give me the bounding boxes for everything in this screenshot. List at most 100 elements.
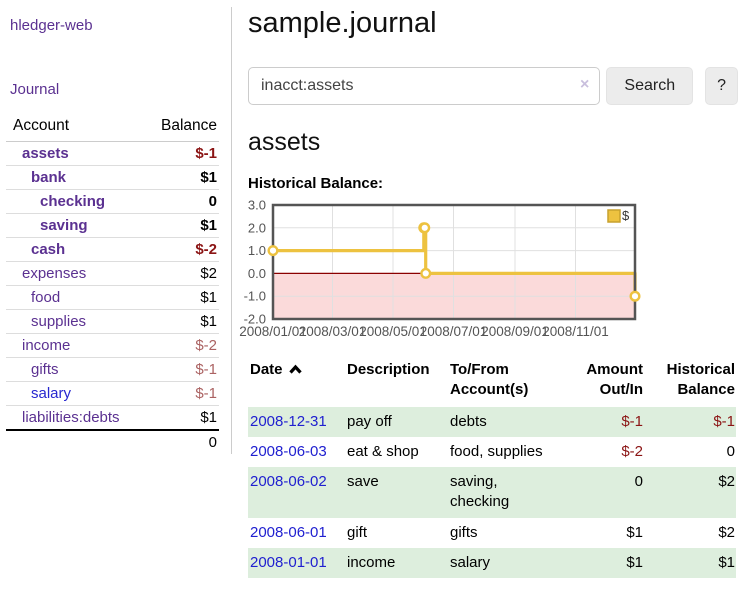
svg-text:3.0: 3.0: [248, 198, 266, 213]
register-header-row: Date Description To/From Account(s) Amount …: [248, 358, 736, 407]
column-header-label: Date: [250, 361, 283, 378]
transaction-accounts: food, supplies: [450, 442, 543, 460]
transaction-date-link[interactable]: 2008-01-01: [250, 553, 327, 571]
transaction-accounts: gifts: [450, 523, 478, 541]
chart-title: Historical Balance:: [248, 175, 384, 192]
account-link[interactable]: saving: [40, 217, 88, 234]
transaction-description: gift: [347, 523, 368, 541]
account-balance: $-1: [195, 145, 217, 162]
transaction-amount: 0: [634, 473, 643, 490]
account-row: liabilities:debts $1: [6, 405, 219, 430]
account-row: assets $-1: [6, 142, 219, 166]
svg-text:2008/03/01: 2008/03/01: [299, 324, 367, 339]
accounts-total-row: 0: [6, 429, 219, 454]
transaction-date-link[interactable]: 2008-06-01: [250, 523, 327, 541]
transaction-description: pay off: [347, 412, 392, 430]
page-title: sample.journal: [248, 7, 437, 39]
svg-text:-1.0: -1.0: [244, 289, 266, 304]
search-form: × Search ?: [248, 67, 738, 105]
transaction-row: 2008-12-31 pay off debts $-1 $-1: [248, 406, 736, 437]
account-link[interactable]: cash: [31, 241, 66, 258]
account-link[interactable]: expenses: [22, 265, 87, 282]
account-link[interactable]: salary: [31, 385, 72, 402]
transaction-row: 2008-06-02 save saving, checking 0 $2: [248, 467, 736, 518]
sidebar-nav: Journal: [10, 81, 231, 99]
search-button[interactable]: Search: [606, 67, 694, 105]
account-link[interactable]: gifts: [31, 361, 59, 378]
transaction-balance: $2: [718, 523, 735, 541]
account-balance: $-1: [141, 381, 219, 406]
search-box: ×: [248, 67, 601, 105]
transaction-accounts: debts: [450, 412, 487, 430]
column-header-description: Description: [345, 358, 448, 407]
column-header-to-from-account-s: To/From Account(s): [448, 358, 558, 407]
account-balance: $1: [141, 213, 219, 238]
transaction-accounts: salary: [450, 553, 491, 571]
svg-text:0.0: 0.0: [248, 266, 266, 281]
account-balance: $1: [141, 285, 219, 310]
account-link[interactable]: checking: [40, 193, 106, 210]
account-balance: $-1: [141, 357, 219, 382]
column-header-date[interactable]: Date: [248, 358, 345, 407]
transaction-amount: $1: [626, 553, 643, 571]
account-row: checking 0: [6, 189, 219, 214]
column-header-label: Historical Balance: [666, 361, 735, 399]
column-header-historical-balance: Historical Balance: [644, 358, 736, 407]
main-content: sample.journal × Search ? assets Histori…: [239, 7, 738, 578]
transaction-row: 2008-01-01 income salary $1 $1: [248, 547, 736, 578]
svg-text:2008/05/01: 2008/05/01: [359, 324, 427, 339]
transaction-balance: $2: [718, 473, 735, 490]
accounts-table: Account Balance assets $-1 bank $1 checking 0…: [6, 114, 219, 454]
transaction-amount: $-2: [621, 442, 643, 460]
account-link[interactable]: liabilities:debts: [22, 409, 120, 426]
help-button[interactable]: ?: [705, 67, 738, 105]
nav-journal-link[interactable]: Journal: [10, 81, 60, 98]
register-table: Date Description To/From Account(s) Amount …: [248, 358, 736, 578]
accounts-header-account: Account: [6, 114, 142, 142]
transaction-description: income: [347, 553, 396, 571]
account-balance: $1: [141, 309, 219, 334]
account-row: bank $1: [6, 165, 219, 190]
account-row: gifts $-1: [6, 357, 219, 382]
accounts-header-balance: Balance: [141, 114, 219, 142]
column-header-label: To/From Account(s): [450, 361, 529, 399]
clear-search-icon[interactable]: ×: [580, 76, 590, 93]
svg-text:2008/09/01: 2008/09/01: [481, 324, 549, 339]
transaction-balance: $-1: [713, 412, 735, 430]
transaction-row: 2008-06-01 gift gifts $1 $2: [248, 518, 736, 548]
svg-text:2008/11/01: 2008/11/01: [542, 324, 609, 339]
account-link[interactable]: income: [22, 337, 71, 354]
transaction-description: eat & shop: [347, 442, 419, 460]
account-balance: $1: [141, 405, 219, 430]
account-balance: $-2: [141, 333, 219, 358]
svg-text:2.0: 2.0: [248, 220, 266, 235]
account-row: cash $-2: [6, 237, 219, 262]
account-heading: assets: [248, 128, 321, 156]
transaction-amount: $1: [626, 523, 643, 541]
transaction-date-link[interactable]: 2008-06-02: [250, 473, 327, 490]
column-header-amount-out-in: Amount Out/In: [558, 358, 644, 407]
account-link[interactable]: supplies: [31, 313, 87, 330]
accounts-total-value: 0: [141, 429, 219, 454]
svg-text:1.0: 1.0: [248, 243, 266, 258]
transaction-balance: $1: [718, 553, 735, 571]
account-balance: 0: [141, 189, 219, 214]
transaction-date-link[interactable]: 2008-12-31: [250, 412, 327, 430]
transaction-description: save: [347, 473, 379, 490]
app-title-link[interactable]: hledger-web: [10, 17, 93, 34]
transaction-amount: $-1: [621, 412, 643, 430]
account-balance: $1: [141, 165, 219, 190]
svg-text:$: $: [622, 208, 630, 223]
account-link[interactable]: bank: [31, 169, 67, 186]
transaction-accounts: saving, checking: [450, 473, 510, 511]
transaction-date-link[interactable]: 2008-06-03: [250, 442, 327, 460]
account-balance: $-2: [141, 237, 219, 262]
search-input[interactable]: [248, 67, 601, 105]
svg-text:2008/01/01: 2008/01/01: [239, 324, 307, 339]
svg-text:-2.0: -2.0: [244, 312, 266, 327]
accounts-header-row: Account Balance: [6, 114, 219, 142]
sidebar: hledger-web Journal Account Balance asse…: [0, 7, 232, 454]
account-link[interactable]: food: [31, 289, 61, 306]
account-row: saving $1: [6, 213, 219, 238]
account-link[interactable]: assets: [22, 145, 69, 162]
